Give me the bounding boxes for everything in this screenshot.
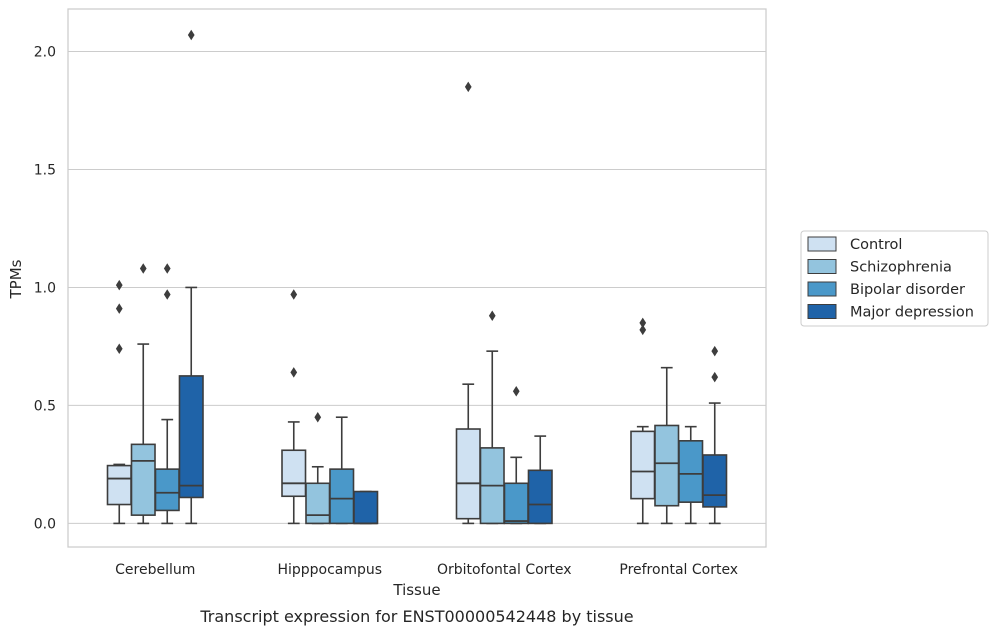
x-tick-label: Orbitofontal Cortex: [437, 562, 572, 578]
legend-swatch: [807, 304, 837, 319]
outlier-point: [639, 317, 647, 329]
outlier-point: [139, 263, 147, 274]
y-axis-label: TPMs: [7, 259, 25, 299]
box-0-2: [154, 263, 180, 525]
outlier-point: [115, 343, 123, 355]
outlier-point: [163, 289, 171, 300]
outlier-point: [711, 371, 719, 383]
box-iqr: [702, 454, 728, 508]
box-series: [106, 29, 728, 525]
legend-swatch: [807, 281, 837, 297]
legend-swatch: [807, 236, 837, 252]
outlier-point: [115, 279, 123, 291]
y-tick-label: 1.5: [34, 162, 56, 178]
box-2-3: [527, 435, 553, 525]
y-tick-label: 0.5: [34, 398, 56, 414]
box-iqr: [305, 482, 331, 525]
outlier-point: [290, 367, 298, 378]
x-tick-label: Prefrontal Cortex: [619, 562, 738, 578]
outlier-point: [115, 303, 123, 314]
box-iqr: [106, 464, 132, 506]
box-iqr: [281, 449, 307, 498]
box-1-0: [281, 289, 307, 525]
box-iqr: [154, 468, 180, 512]
box-0-0: [106, 279, 132, 525]
box-iqr: [654, 424, 680, 507]
box-iqr: [178, 375, 204, 499]
chart-caption: Transcript expression for ENST0000054244…: [199, 607, 633, 626]
outlier-point: [163, 263, 171, 274]
box-3-0: [630, 317, 656, 525]
x-tick-labels: Cerebellum Hipppocampus Orbitofontal Corte…: [115, 562, 738, 578]
box-iqr: [503, 482, 529, 525]
box-3-3: [702, 345, 728, 525]
legend-frame: [800, 230, 989, 327]
y-tick-label: 1.0: [34, 280, 56, 296]
y-tick-label: 0.0: [34, 516, 56, 532]
box-1-1: [305, 411, 331, 525]
box-1-3: [353, 490, 379, 525]
box-iqr: [527, 469, 553, 525]
outlier-point: [314, 411, 322, 423]
x-tick-label: Hipppocampus: [277, 562, 382, 578]
legend-swatch: [807, 259, 837, 274]
box-iqr: [630, 430, 656, 500]
outlier-point: [711, 345, 719, 357]
outlier-point: [512, 386, 520, 397]
box-iqr: [353, 490, 379, 525]
x-tick-label: Cerebellum: [115, 562, 195, 578]
outlier-point: [488, 310, 496, 322]
box-0-3: [178, 29, 204, 525]
legend-label: Schizophrenia: [850, 260, 952, 276]
legend-label: Bipolar disorder: [850, 282, 965, 298]
y-tick-labels: 0.0 0.5 1.0 1.5 2.0: [34, 44, 56, 532]
outlier-point: [639, 324, 647, 336]
box-iqr: [455, 428, 481, 520]
box-iqr: [130, 443, 156, 516]
plot-frame: [67, 8, 767, 548]
y-tick-label: 2.0: [34, 44, 56, 60]
outlier-point: [464, 81, 472, 93]
box-3-1: [654, 366, 680, 525]
box-2-1: [479, 310, 505, 525]
box-iqr: [329, 468, 355, 525]
legend: Control Schizophrenia Bipolar disorder Majo…: [800, 230, 989, 327]
legend-label: Control: [850, 237, 902, 253]
legend-label: Major depression: [850, 305, 974, 321]
outlier-point: [290, 289, 298, 300]
box-iqr: [678, 440, 704, 503]
outlier-point: [187, 29, 195, 41]
x-axis-label: Tissue: [392, 581, 440, 599]
